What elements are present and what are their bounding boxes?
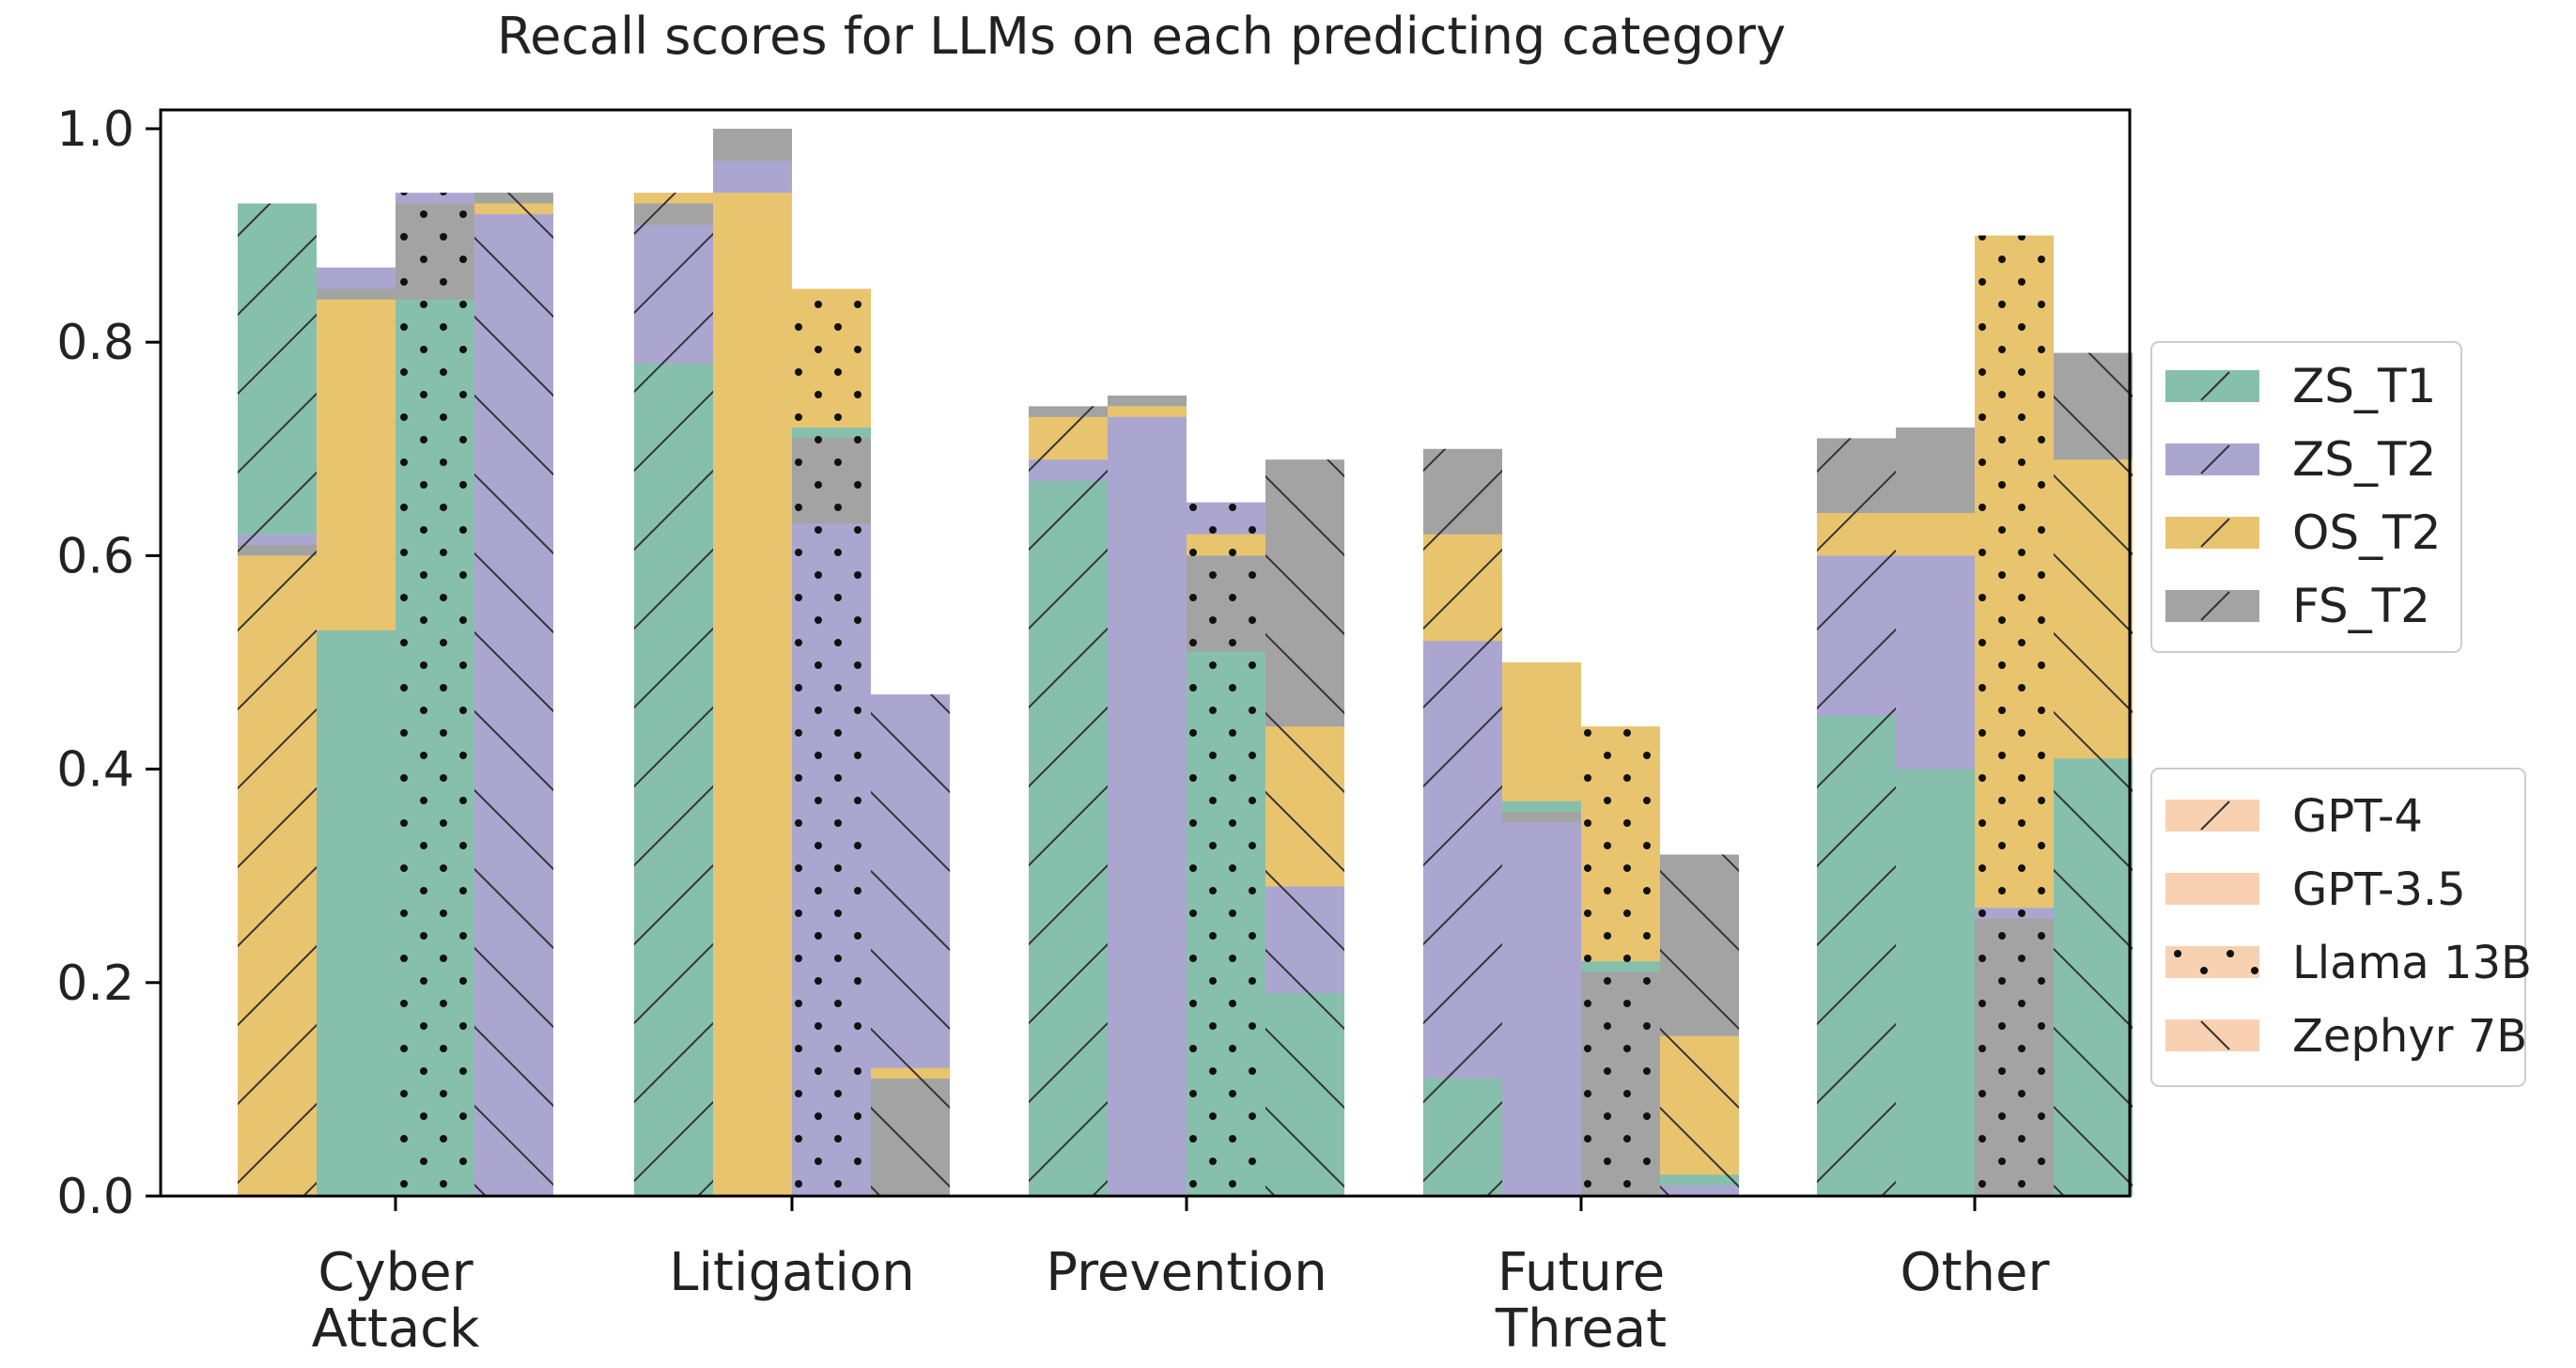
bar-hatch xyxy=(238,203,317,1196)
legend-label: GPT-4 xyxy=(2292,790,2423,843)
legend-swatch xyxy=(2165,800,2259,832)
legend-label: Zephyr 7B xyxy=(2292,1010,2527,1063)
bar xyxy=(1502,822,1581,1196)
legend-prompt-settings: ZS_T1 ZS_T2 OS_T2 FS_T2 xyxy=(2150,341,2462,653)
x-tick-label: Other xyxy=(1900,1242,2050,1303)
chart-title: Recall scores for LLMs on each predictin… xyxy=(497,7,1786,66)
legend-item: ZS_T2 xyxy=(2165,432,2436,487)
bar-hatch xyxy=(1581,726,1660,1196)
legend-swatch xyxy=(2165,1019,2259,1051)
legend-item: Llama 13B xyxy=(2165,937,2532,989)
bar-hatch xyxy=(1660,854,1739,1196)
y-tick-label: 0.0 xyxy=(56,1169,134,1225)
legend-item: OS_T2 xyxy=(2165,505,2441,560)
y-tick-label: 0.8 xyxy=(56,315,134,371)
bar-hatch xyxy=(871,694,950,1196)
legend-item: ZS_T1 xyxy=(2165,359,2436,413)
category-group xyxy=(238,193,553,1196)
legend-swatch xyxy=(2165,946,2259,978)
x-tick-label: Litigation xyxy=(669,1242,914,1303)
y-axis: 0.0 0.2 0.4 0.6 0.8 1.0 xyxy=(56,101,161,1225)
legend-item: GPT-3.5 xyxy=(2165,863,2466,916)
legend-item: Zephyr 7B xyxy=(2165,1010,2527,1063)
legend-item: GPT-4 xyxy=(2165,790,2423,843)
legend-models: GPT-4 GPT-3.5 Llama 13B Zephyr 7B xyxy=(2150,768,2532,1087)
legend-swatch xyxy=(2165,873,2259,905)
bar-hatch xyxy=(1265,459,1344,1196)
plot-area xyxy=(159,108,2132,1198)
bar-hatch xyxy=(1975,235,2054,1197)
bar xyxy=(317,630,396,1196)
bar-hatch xyxy=(474,193,553,1196)
category-group xyxy=(1817,235,2133,1197)
legend-frame xyxy=(2150,768,2526,1087)
category-group xyxy=(1423,448,1739,1196)
legend-swatch xyxy=(2165,370,2259,402)
legend-swatch xyxy=(2165,443,2259,475)
y-tick-label: 0.4 xyxy=(56,742,134,799)
bars xyxy=(238,129,2133,1197)
bar-hatch xyxy=(1029,406,1108,1196)
category-group xyxy=(634,129,950,1197)
bar-hatch xyxy=(634,193,713,1196)
legend-label: FS_T2 xyxy=(2292,579,2430,633)
legend-frame xyxy=(2150,341,2462,653)
legend-label: GPT-3.5 xyxy=(2292,863,2466,916)
bar xyxy=(1108,416,1187,1197)
legend-swatch xyxy=(2165,590,2259,622)
bar xyxy=(1896,769,1975,1196)
y-tick-label: 0.2 xyxy=(56,956,134,1012)
legend-label: OS_T2 xyxy=(2292,505,2441,560)
x-tick-label: Future Threat xyxy=(1495,1242,1667,1360)
bar-hatch xyxy=(2054,352,2133,1196)
legend-item: FS_T2 xyxy=(2165,579,2430,633)
y-tick-label: 1.0 xyxy=(56,101,134,158)
bar-hatch xyxy=(1817,438,1896,1196)
y-tick-label: 0.6 xyxy=(56,528,134,584)
legend-label: ZS_T1 xyxy=(2292,359,2436,413)
x-tick-label: Cyber Attack xyxy=(312,1242,480,1360)
x-axis: Cyber Attack Litigation Prevention Future Thr… xyxy=(312,1196,2050,1360)
x-tick-label: Prevention xyxy=(1046,1242,1327,1303)
legend-swatch xyxy=(2165,517,2259,549)
category-group xyxy=(1029,396,1344,1197)
legend-label: Llama 13B xyxy=(2292,937,2532,989)
bar xyxy=(713,193,792,1196)
legend-label: ZS_T2 xyxy=(2292,432,2436,487)
bar-hatch xyxy=(1423,448,1502,1196)
bar-hatch xyxy=(1187,502,1265,1196)
bar-hatch xyxy=(396,193,474,1196)
bar-hatch xyxy=(792,288,871,1196)
